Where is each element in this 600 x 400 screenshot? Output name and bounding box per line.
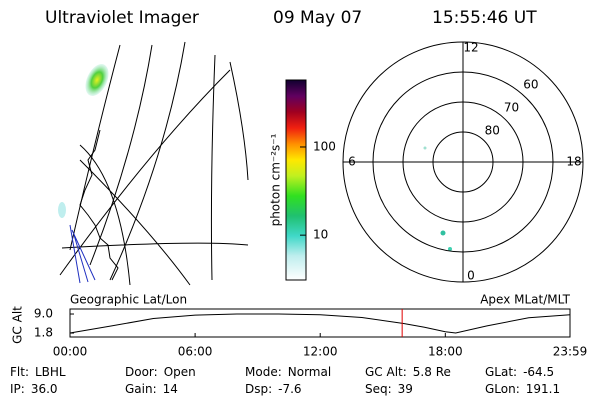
timeline-frame xyxy=(69,308,571,338)
status-value: 191.1 xyxy=(526,382,560,396)
timeline-y-label: GC Alt xyxy=(11,306,25,344)
polar-plot xyxy=(342,41,584,283)
parallels xyxy=(59,69,249,286)
mlt-label: 6 xyxy=(348,155,356,169)
timeline-right-label: Apex MLat/MLT xyxy=(480,293,570,307)
time: 15:55:46 UT xyxy=(432,8,537,28)
timeline-left-label: Geographic Lat/Lon xyxy=(70,293,187,307)
lat-label: 80 xyxy=(485,124,500,138)
date: 09 May 07 xyxy=(273,8,362,28)
status-value: Open xyxy=(164,365,196,379)
status-value: 36.0 xyxy=(31,382,58,396)
aurora xyxy=(85,64,109,96)
status-label: Flt: xyxy=(10,365,29,379)
status-value: 5.8 Re xyxy=(413,365,451,379)
spot xyxy=(423,146,427,150)
status-field: Door: Open xyxy=(125,365,196,379)
aurora-faint xyxy=(58,202,66,218)
status-label: Door: xyxy=(125,365,158,379)
mlt-label: 18 xyxy=(566,155,581,169)
status-field: GLat: -64.5 xyxy=(485,365,554,379)
status-field: GLon: 191.1 xyxy=(485,382,560,396)
status-label: IP: xyxy=(10,382,25,396)
meridians xyxy=(69,41,249,281)
status-label: Seq: xyxy=(365,382,392,396)
x-tick-label: 06:00 xyxy=(178,345,213,359)
status-label: GC Alt: xyxy=(365,365,407,379)
status-value: 39 xyxy=(398,382,413,396)
status-field: Gain: 14 xyxy=(125,382,178,396)
status-label: GLon: xyxy=(485,382,520,396)
status-field: Seq: 39 xyxy=(365,382,413,396)
status-field: GC Alt: 5.8 Re xyxy=(365,365,451,379)
colorbar-tick-label: 100 xyxy=(313,139,336,153)
status-field: Dsp: -7.6 xyxy=(245,382,302,396)
mlt-label: 0 xyxy=(467,269,475,283)
x-tick-label: 00:00 xyxy=(53,345,88,359)
status-label: Gain: xyxy=(125,382,157,396)
x-tick-label: 18:00 xyxy=(428,345,463,359)
blue-lines xyxy=(69,224,96,284)
colorbar-ticks: 100 10 xyxy=(300,139,336,242)
altitude-curve xyxy=(69,313,571,334)
status-label: Mode: xyxy=(245,365,282,379)
spot xyxy=(440,230,446,236)
lat-label: 60 xyxy=(523,78,538,92)
x-tick-label: 23:59 xyxy=(553,345,588,359)
colorbar: photon cm⁻²s⁻¹ xyxy=(269,79,307,281)
map xyxy=(58,41,249,286)
title: Ultraviolet Imager xyxy=(45,8,199,28)
y-tick-label: 9.0 xyxy=(34,307,53,321)
colorbar-scale xyxy=(285,79,307,281)
y-tick-label: 1.8 xyxy=(34,326,53,340)
lat-label: 70 xyxy=(504,101,519,115)
spot xyxy=(448,247,452,251)
status-value: -7.6 xyxy=(278,382,301,396)
status-field: Mode: Normal xyxy=(245,365,331,379)
status-field: Flt: LBHL xyxy=(10,365,66,379)
colorbar-label: photon cm⁻²s⁻¹ xyxy=(269,133,283,226)
status-field: IP: 36.0 xyxy=(10,382,58,396)
status-value: LBHL xyxy=(35,365,66,379)
lat-ring xyxy=(432,131,494,193)
status-label: GLat: xyxy=(485,365,517,379)
status-value: 14 xyxy=(163,382,178,396)
lat-ring xyxy=(402,101,524,223)
status-value: Normal xyxy=(288,365,331,379)
timeline: GC Alt Geographic Lat/Lon Apex MLat/MLT … xyxy=(11,293,588,359)
status-value: -64.5 xyxy=(523,365,554,379)
x-tick-label: 12:00 xyxy=(303,345,338,359)
lat-ring xyxy=(372,71,554,253)
colorbar-tick-label: 10 xyxy=(313,228,328,242)
status-panel: Flt: LBHL Door: Open Mode: Normal GC Alt: 5.8 R… xyxy=(10,365,560,396)
mlt-label: 12 xyxy=(463,41,478,55)
coastline xyxy=(79,129,119,281)
status-label: Dsp: xyxy=(245,382,272,396)
